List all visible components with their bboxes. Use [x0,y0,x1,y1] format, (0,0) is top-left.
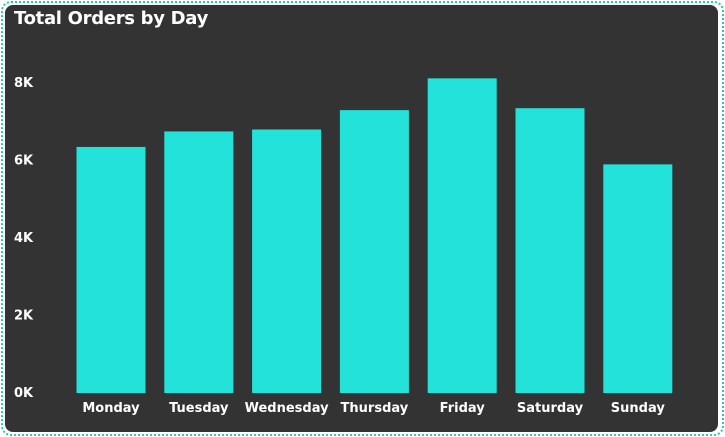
x-tick-label: Monday [82,401,140,416]
y-tick-label: 6K [14,154,34,169]
x-tick-label: Friday [440,401,486,416]
bar-friday[interactable] [427,78,497,393]
bar-monday[interactable] [76,146,146,393]
y-tick-label: 0K [14,386,34,401]
bar-thursday[interactable] [339,110,409,393]
bar-tuesday[interactable] [164,131,234,393]
x-tick-label: Wednesday [245,401,329,416]
bar-sunday[interactable] [603,164,673,393]
x-tick-label: Thursday [341,401,409,416]
bar-saturday[interactable] [515,108,585,393]
bar-chart: 0K 2K 4K 6K 8K Monday Tuesday Wednesday Thursday… [14,76,673,416]
y-tick-label: 4K [14,231,34,246]
x-tick-label: Tuesday [169,401,229,416]
bar-wednesday[interactable] [252,129,322,394]
x-tick-label: Sunday [611,401,666,416]
y-tick-label: 2K [14,309,34,324]
y-tick-label: 8K [14,76,34,91]
x-tick-label: Saturday [517,401,584,416]
chart-card: Total Orders by Day 0K 2K 4K 6K 8K Monday Tues… [5,5,718,432]
chart-title: Total Orders by Day [14,8,209,29]
